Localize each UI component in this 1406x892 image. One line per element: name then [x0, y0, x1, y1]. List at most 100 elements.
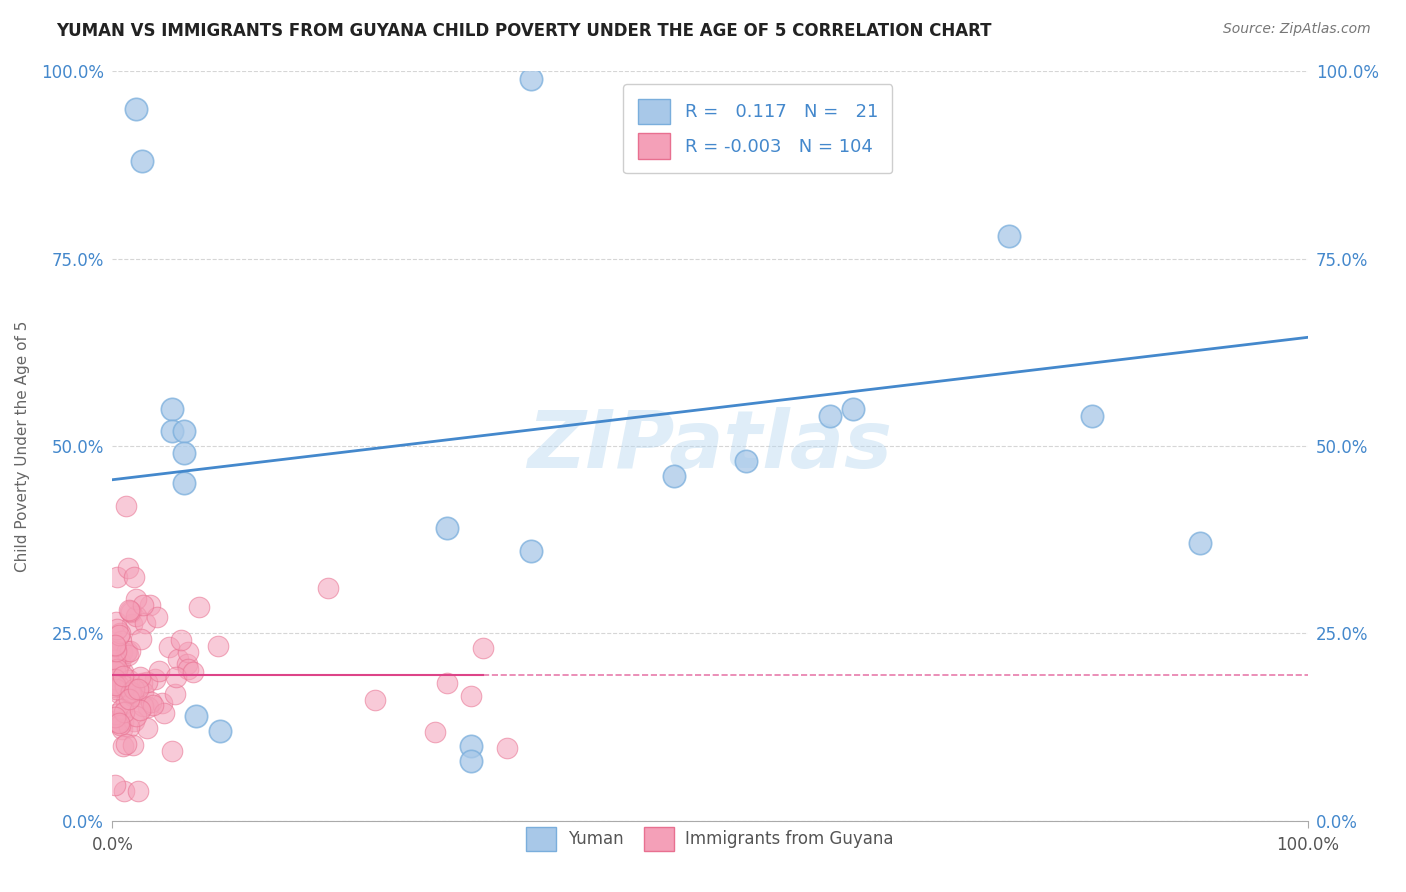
Point: [105, 662, 128, 676]
Point: [108, 686, 131, 700]
Point: [436, 676, 458, 690]
Point: [104, 710, 127, 724]
Point: [108, 717, 131, 731]
Point: [117, 561, 139, 575]
Point: [131, 675, 153, 690]
Point: [142, 698, 165, 712]
Point: [173, 476, 195, 491]
Point: [124, 681, 146, 696]
Point: [118, 720, 141, 734]
Point: [425, 725, 447, 739]
Point: [129, 632, 152, 646]
Point: [120, 644, 142, 658]
Point: [122, 689, 145, 703]
Point: [105, 615, 128, 629]
Point: [818, 409, 841, 423]
Point: [111, 739, 134, 754]
Point: [173, 424, 195, 438]
Point: [108, 626, 131, 640]
Point: [114, 679, 136, 693]
Point: [460, 739, 482, 753]
Point: [364, 693, 387, 707]
Point: [124, 592, 146, 607]
Point: [104, 778, 127, 792]
Point: [104, 639, 127, 653]
Point: [114, 783, 136, 797]
Point: [1081, 409, 1104, 423]
Point: [735, 454, 758, 468]
Point: [104, 678, 127, 692]
Point: [132, 685, 155, 699]
Point: [104, 638, 127, 652]
Point: [118, 673, 141, 688]
Point: [104, 714, 127, 729]
Point: [132, 599, 155, 613]
Point: [153, 706, 176, 720]
Point: [104, 706, 127, 721]
Point: [108, 628, 131, 642]
Point: [114, 705, 136, 719]
Point: [136, 721, 159, 735]
Point: [520, 71, 543, 86]
Point: [104, 644, 127, 658]
Point: [107, 660, 129, 674]
Point: [111, 702, 134, 716]
Point: [163, 687, 186, 701]
Point: [125, 708, 148, 723]
Point: [127, 783, 149, 797]
Point: [148, 664, 170, 678]
Point: [173, 446, 195, 460]
Point: [436, 521, 458, 535]
Point: [120, 605, 142, 619]
Point: [115, 695, 138, 709]
Point: [177, 645, 200, 659]
Point: [115, 499, 138, 513]
Point: [129, 703, 152, 717]
Point: [135, 675, 157, 690]
Point: [207, 639, 229, 653]
Point: [104, 664, 127, 678]
Point: [122, 738, 145, 752]
Point: [104, 673, 127, 687]
Point: [316, 581, 339, 595]
Point: [124, 609, 146, 624]
Point: [118, 686, 141, 700]
Legend: Yuman, Immigrants from Guyana: Yuman, Immigrants from Guyana: [520, 821, 900, 857]
Point: [111, 722, 134, 736]
Point: [117, 648, 139, 662]
Point: [122, 714, 145, 728]
Point: [127, 682, 149, 697]
Point: [104, 645, 127, 659]
Point: [177, 662, 200, 676]
Point: [136, 699, 159, 714]
Point: [112, 665, 135, 680]
Point: [496, 740, 519, 755]
Point: [842, 401, 865, 416]
Point: [112, 669, 135, 683]
Point: [125, 102, 148, 116]
Point: [145, 610, 167, 624]
Point: [115, 646, 138, 660]
Point: [132, 699, 155, 714]
Point: [157, 640, 180, 655]
Point: [460, 689, 482, 703]
Point: [162, 424, 183, 438]
Point: [186, 708, 208, 723]
Point: [472, 641, 495, 656]
Point: [143, 673, 166, 687]
Point: [112, 714, 135, 729]
Point: [139, 598, 162, 612]
Text: Source: ZipAtlas.com: Source: ZipAtlas.com: [1223, 22, 1371, 37]
Point: [167, 652, 190, 666]
Point: [108, 679, 131, 693]
Point: [176, 657, 198, 671]
Y-axis label: Child Poverty Under the Age of 5: Child Poverty Under the Age of 5: [15, 320, 30, 572]
Point: [115, 737, 138, 751]
Point: [520, 544, 543, 558]
Point: [118, 692, 141, 706]
Point: [104, 676, 127, 690]
Point: [134, 615, 156, 630]
Point: [170, 633, 193, 648]
Point: [162, 401, 183, 416]
Point: [120, 685, 142, 699]
